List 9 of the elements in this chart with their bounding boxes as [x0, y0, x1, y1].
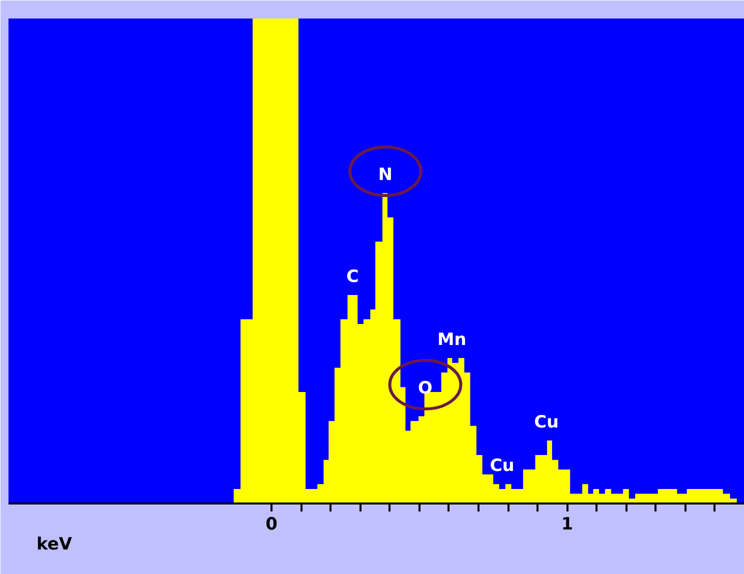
annotation: C: [346, 266, 359, 287]
annotation: Cu: [534, 412, 559, 432]
x-tick-label: 0: [266, 514, 278, 534]
annotation: Cu: [490, 456, 514, 476]
x-tick-label: 1: [561, 514, 574, 534]
annotation: N: [378, 165, 392, 186]
annotation: O: [418, 378, 432, 398]
x-axis-title: keV: [36, 534, 73, 554]
annotation: Mn: [437, 330, 466, 350]
